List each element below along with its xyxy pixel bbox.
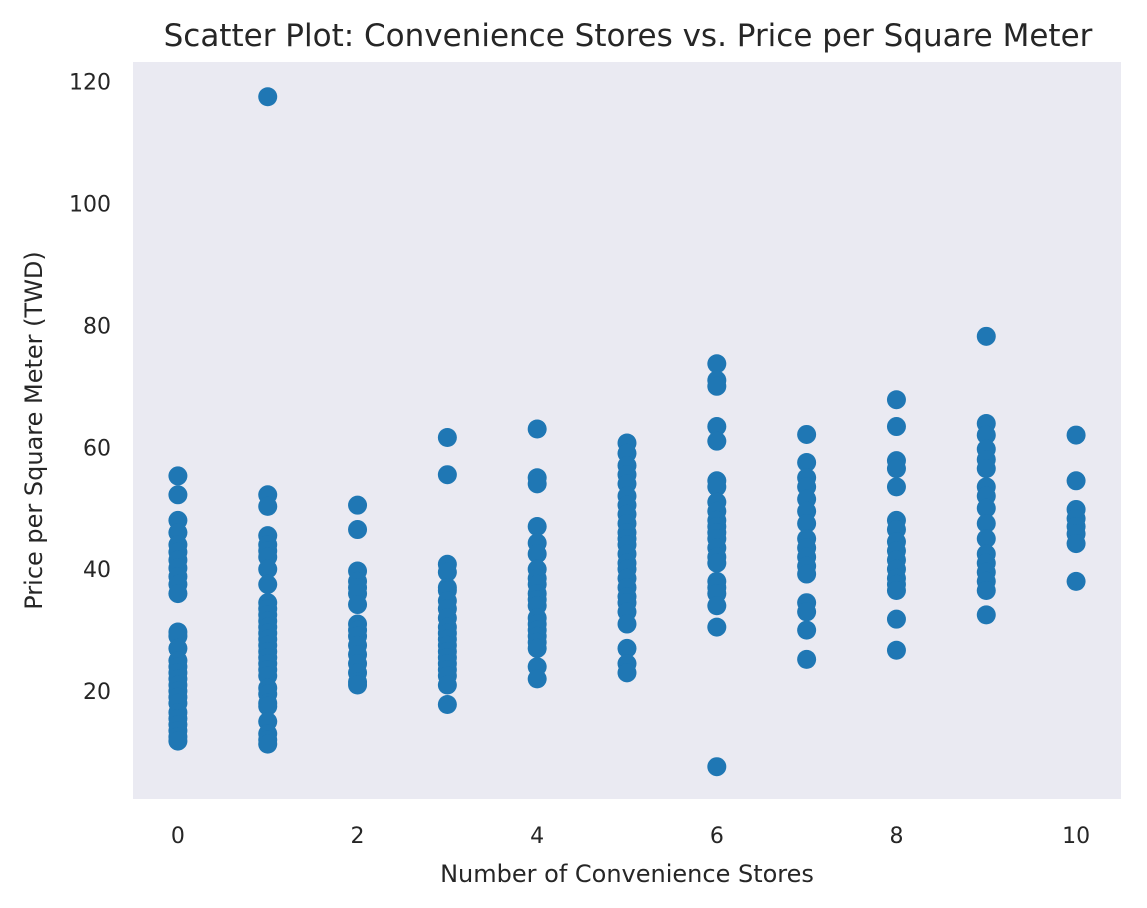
data-point (168, 584, 188, 604)
data-point (886, 609, 906, 629)
data-point (976, 529, 996, 549)
data-point (1066, 534, 1086, 554)
x-tick-label: 8 (889, 824, 903, 849)
data-point (886, 459, 906, 479)
data-point (886, 417, 906, 437)
x-tick-label: 4 (530, 824, 544, 849)
data-point (886, 581, 906, 601)
data-point (707, 477, 727, 497)
x-tick-label: 0 (171, 824, 185, 849)
plot-area (133, 62, 1121, 799)
data-point (617, 614, 637, 634)
y-tick-label: 20 (83, 680, 111, 705)
x-axis-label: Number of Convenience Stores (440, 860, 814, 888)
data-point (707, 376, 727, 396)
data-point (886, 640, 906, 660)
data-point (437, 562, 457, 582)
data-point (348, 675, 368, 695)
data-point (258, 496, 278, 516)
y-tick-labels: 20 40 60 80 100 120 (69, 71, 111, 706)
data-point (258, 734, 278, 754)
data-point (168, 466, 188, 486)
data-point (527, 638, 547, 658)
data-point (797, 620, 817, 640)
data-point (886, 477, 906, 497)
data-point (797, 602, 817, 622)
data-point (797, 513, 817, 533)
data-point (617, 638, 637, 658)
y-tick-label: 80 (83, 314, 111, 339)
data-point (527, 474, 547, 494)
data-point (797, 649, 817, 669)
data-point (886, 390, 906, 410)
data-point (348, 595, 368, 615)
data-point (707, 553, 727, 573)
data-point (1066, 471, 1086, 491)
data-point (976, 581, 996, 601)
data-point (258, 574, 278, 594)
data-point (168, 731, 188, 751)
data-point (707, 417, 727, 437)
points-layer (168, 87, 1086, 777)
data-point (617, 663, 637, 683)
chart-title: Scatter Plot: Convenience Stores vs. Pri… (164, 18, 1093, 54)
data-point (797, 453, 817, 473)
data-point (707, 757, 727, 777)
x-tick-label: 6 (710, 824, 724, 849)
data-point (348, 495, 368, 515)
data-point (527, 517, 547, 537)
data-point (707, 617, 727, 637)
y-tick-label: 100 (69, 192, 111, 217)
data-point (437, 465, 457, 485)
data-point (527, 419, 547, 439)
data-point (437, 428, 457, 448)
data-point (976, 326, 996, 346)
x-tick-label: 10 (1062, 824, 1090, 849)
x-tick-labels: 0 2 4 6 8 10 (171, 824, 1090, 849)
data-point (976, 605, 996, 625)
data-point (707, 431, 727, 451)
data-point (1066, 425, 1086, 445)
y-tick-label: 40 (83, 558, 111, 583)
data-point (976, 459, 996, 479)
data-point (168, 485, 188, 505)
data-point (797, 564, 817, 584)
data-point (258, 696, 278, 716)
data-point (707, 354, 727, 374)
x-tick-label: 2 (351, 824, 365, 849)
data-point (258, 87, 278, 107)
y-tick-label: 60 (83, 436, 111, 461)
data-point (258, 559, 278, 579)
data-point (348, 520, 368, 540)
y-tick-label: 120 (69, 71, 111, 96)
data-point (437, 695, 457, 715)
data-point (976, 513, 996, 533)
y-axis-label: Price per Square Meter (TWD) (20, 251, 48, 610)
data-point (527, 544, 547, 564)
data-point (707, 596, 727, 616)
data-point (437, 675, 457, 695)
data-point (797, 424, 817, 444)
data-point (976, 425, 996, 445)
data-point (527, 669, 547, 689)
data-point (976, 498, 996, 518)
data-point (1066, 571, 1086, 591)
